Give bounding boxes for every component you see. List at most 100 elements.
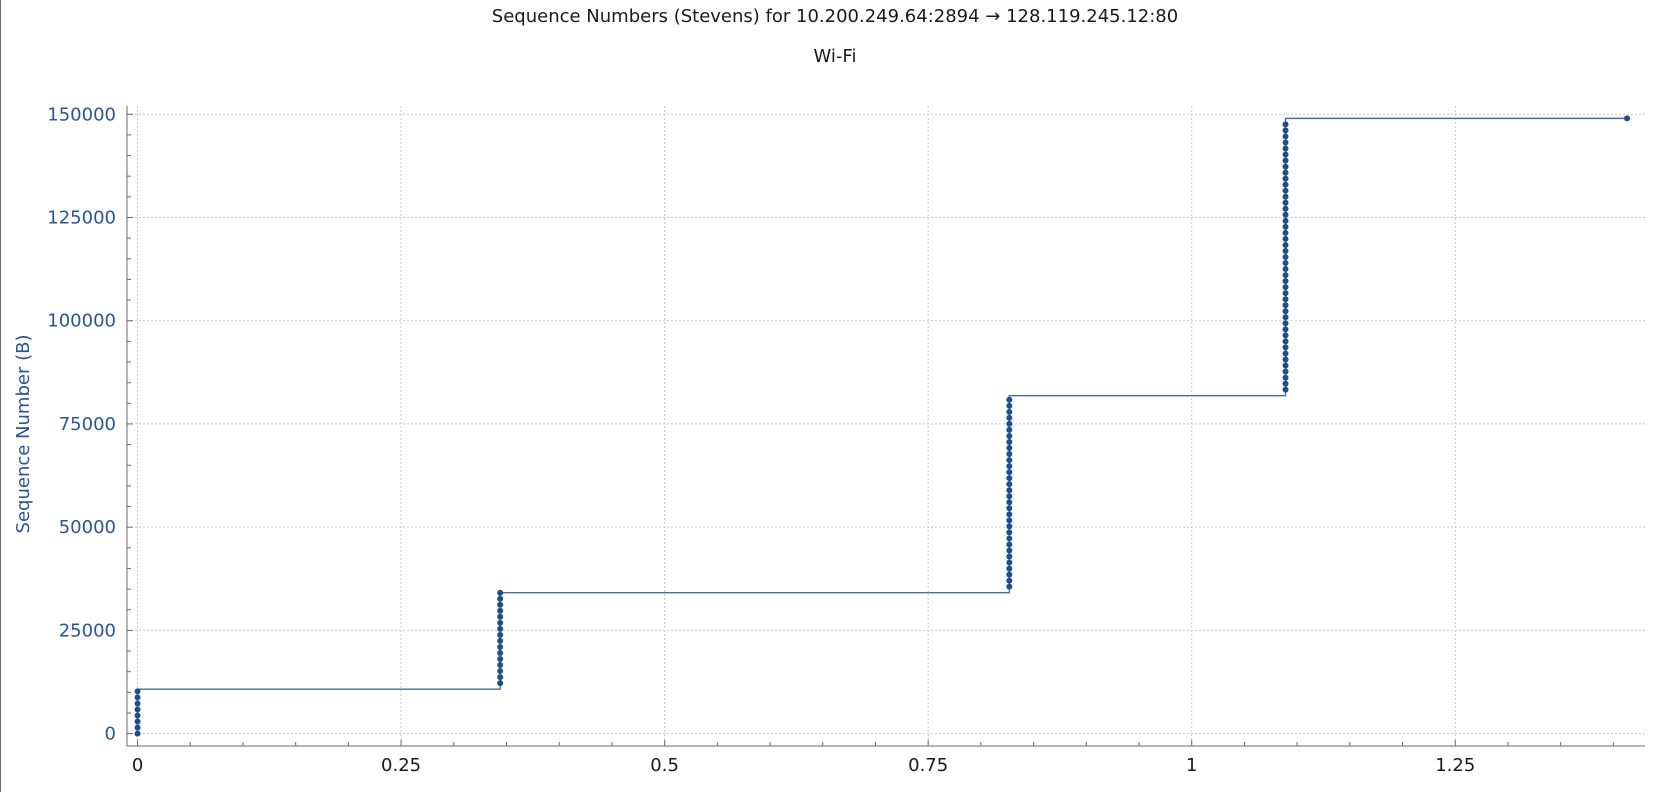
data-point (1006, 469, 1013, 476)
data-point (1006, 535, 1013, 542)
x-tick-label-5: 1.25 (1435, 755, 1475, 776)
data-point (1006, 499, 1013, 506)
data-point (1282, 217, 1289, 224)
data-point (1282, 314, 1289, 321)
data-point (1006, 571, 1013, 578)
data-point (1282, 260, 1289, 267)
data-point (1282, 296, 1289, 303)
data-point (1282, 175, 1289, 182)
data-point (1282, 308, 1289, 315)
data-point (497, 680, 504, 687)
data-point (134, 706, 141, 713)
data-point (1282, 211, 1289, 218)
x-tick-label-3: 0.75 (908, 755, 948, 776)
x-tick-label-4: 1 (1186, 755, 1197, 776)
data-point (497, 649, 504, 656)
data-point (497, 637, 504, 644)
data-point (1282, 133, 1289, 140)
grid-layer (127, 106, 1645, 746)
data-point (1006, 414, 1013, 421)
data-point (1006, 565, 1013, 572)
data-point (497, 643, 504, 650)
data-point (1282, 241, 1289, 248)
data-point (134, 730, 141, 737)
step-line-layer (136, 117, 1628, 734)
data-point (134, 694, 141, 701)
data-point (497, 589, 504, 596)
data-point (1282, 344, 1289, 351)
data-point (497, 631, 504, 638)
data-point (497, 668, 504, 675)
y-tick-label-0: 0 (105, 724, 116, 745)
data-point (1282, 302, 1289, 309)
data-point (1006, 505, 1013, 512)
data-point (1006, 559, 1013, 566)
data-point (134, 700, 141, 707)
data-point (1282, 350, 1289, 357)
y-tick-label-5: 125000 (47, 207, 116, 228)
data-point (1282, 266, 1289, 273)
data-point (1006, 487, 1013, 494)
chart-subtitle: Wi-Fi (813, 46, 857, 67)
data-point (1282, 193, 1289, 200)
data-point (1006, 432, 1013, 439)
data-point (1624, 115, 1631, 122)
data-point (1282, 290, 1289, 297)
data-point (1282, 368, 1289, 375)
data-point (497, 656, 504, 663)
data-point (1282, 320, 1289, 327)
data-point (1006, 457, 1013, 464)
point-layer (134, 115, 1631, 737)
data-point (497, 662, 504, 669)
data-point (1282, 235, 1289, 242)
y-tick-label-2: 50000 (59, 517, 116, 538)
data-point (1006, 396, 1013, 403)
data-point (1282, 139, 1289, 146)
data-point (497, 595, 504, 602)
data-point (1282, 356, 1289, 363)
data-point (1282, 338, 1289, 345)
data-point (1006, 577, 1013, 584)
data-point (1282, 374, 1289, 381)
data-point (1282, 380, 1289, 387)
data-point (1006, 408, 1013, 415)
data-point (1006, 438, 1013, 445)
data-point (1006, 426, 1013, 433)
data-point (1006, 451, 1013, 458)
data-point (1282, 272, 1289, 279)
data-point (1282, 187, 1289, 194)
data-point (1006, 523, 1013, 530)
data-point (1006, 511, 1013, 518)
data-point (497, 619, 504, 626)
data-point (1282, 229, 1289, 236)
data-point (134, 712, 141, 719)
data-point (1006, 547, 1013, 554)
data-point (134, 724, 141, 731)
y-tick-label-1: 25000 (59, 620, 116, 641)
sequence-step-line (136, 117, 1628, 734)
data-point (1282, 157, 1289, 164)
data-point (1006, 583, 1013, 590)
data-point (1282, 223, 1289, 230)
data-point (1282, 254, 1289, 261)
y-tick-label-4: 100000 (47, 311, 116, 332)
data-point (1282, 362, 1289, 369)
data-point (1282, 151, 1289, 158)
data-point (1006, 541, 1013, 548)
y-axis-label: Sequence Number (B) (13, 335, 34, 534)
data-point (1006, 493, 1013, 500)
data-point (134, 718, 141, 725)
data-point (1006, 445, 1013, 452)
data-point (1006, 517, 1013, 524)
data-point (1282, 247, 1289, 254)
data-point (1282, 284, 1289, 291)
data-point (497, 625, 504, 632)
data-point (497, 607, 504, 614)
data-point (1006, 420, 1013, 427)
x-tick-label-0: 0 (132, 755, 143, 776)
data-point (134, 688, 141, 695)
data-point (497, 601, 504, 608)
y-tick-label-6: 150000 (47, 104, 116, 125)
data-point (1282, 181, 1289, 188)
